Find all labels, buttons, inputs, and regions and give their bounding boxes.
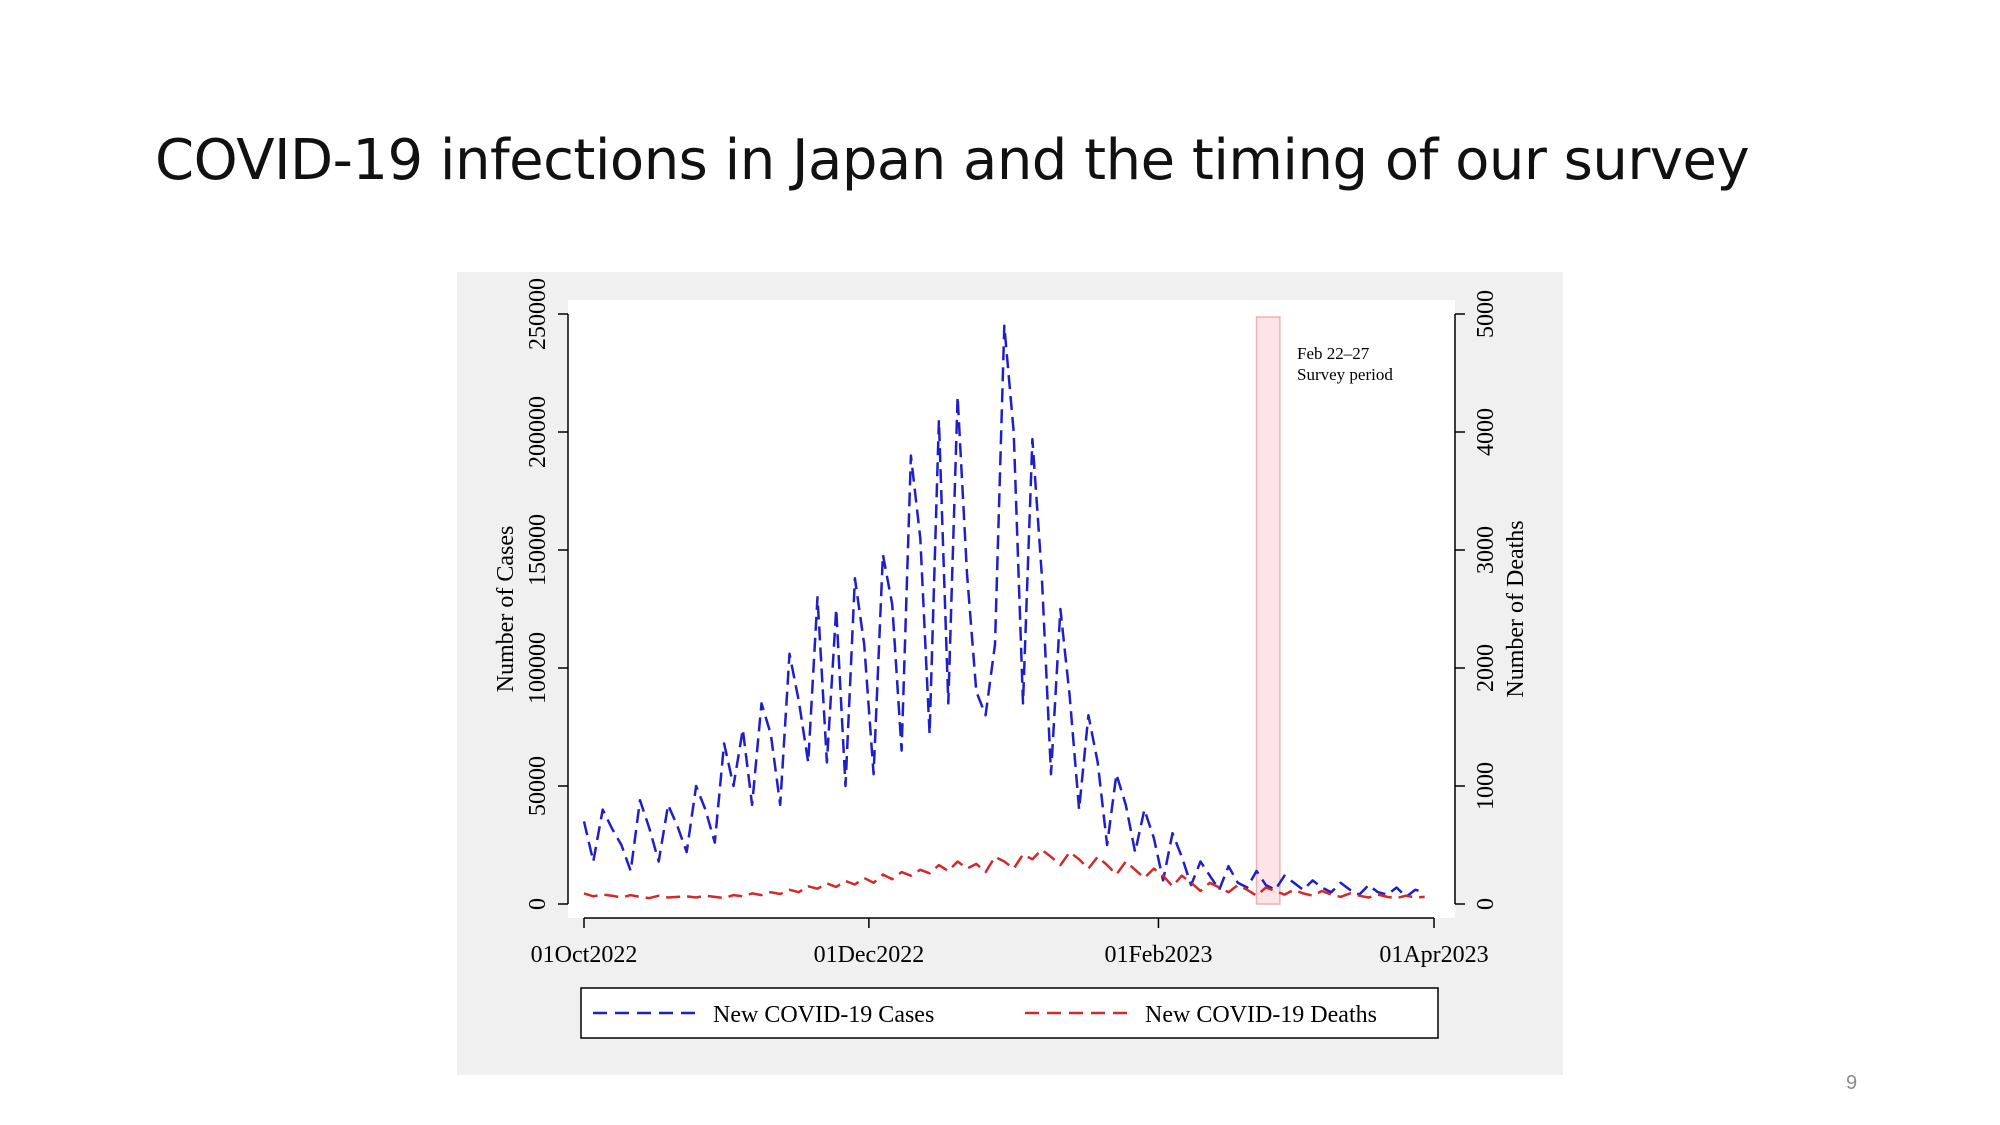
y-right-tick-label: 2000 bbox=[1473, 644, 1499, 692]
annotation-survey-label: Survey period bbox=[1297, 365, 1393, 384]
chart-panel: Feb 22–27 Survey period 01Oct2022 01Dec20… bbox=[457, 272, 1563, 1075]
legend-label-cases: New COVID-19 Cases bbox=[713, 1002, 934, 1028]
slide-title: COVID-19 infections in Japan and the tim… bbox=[155, 128, 1750, 193]
y-left-tick-label: 0 bbox=[525, 898, 551, 910]
y-left-tick-label: 200000 bbox=[525, 396, 551, 468]
covid-chart: Feb 22–27 Survey period 01Oct2022 01Dec20… bbox=[493, 278, 1529, 1039]
legend-label-deaths: New COVID-19 Deaths bbox=[1145, 1002, 1377, 1028]
y-left-tick-label: 50000 bbox=[525, 756, 551, 816]
y-right-tick-label: 0 bbox=[1473, 898, 1499, 910]
y-right-tick-label: 4000 bbox=[1473, 408, 1499, 456]
y-left-tick-label: 100000 bbox=[525, 632, 551, 704]
series-line-deaths bbox=[583, 848, 1425, 900]
survey-period-shade bbox=[1255, 316, 1281, 905]
x-tick-label: 01Oct2022 bbox=[531, 942, 638, 968]
y-right-tick-label: 1000 bbox=[1473, 762, 1499, 810]
annotation-date-range: Feb 22–27 bbox=[1297, 344, 1370, 363]
series-line-cases bbox=[582, 324, 1426, 899]
y-axis-right-label: Number of Deaths bbox=[1503, 520, 1529, 697]
legend-box bbox=[580, 987, 1439, 1039]
x-tick-label: 01Feb2023 bbox=[1104, 942, 1212, 968]
x-tick-label: 01Apr2023 bbox=[1379, 942, 1488, 968]
page-number: 9 bbox=[1846, 1072, 1858, 1094]
plot-area bbox=[568, 300, 1455, 918]
y-left-tick-label: 250000 bbox=[525, 278, 551, 350]
y-right-tick-label: 3000 bbox=[1473, 526, 1499, 574]
y-right-tick-label: 5000 bbox=[1473, 290, 1499, 338]
x-tick-label: 01Dec2022 bbox=[814, 942, 925, 968]
y-axis-left-label: Number of Cases bbox=[493, 526, 519, 693]
y-left-tick-label: 150000 bbox=[525, 514, 551, 586]
